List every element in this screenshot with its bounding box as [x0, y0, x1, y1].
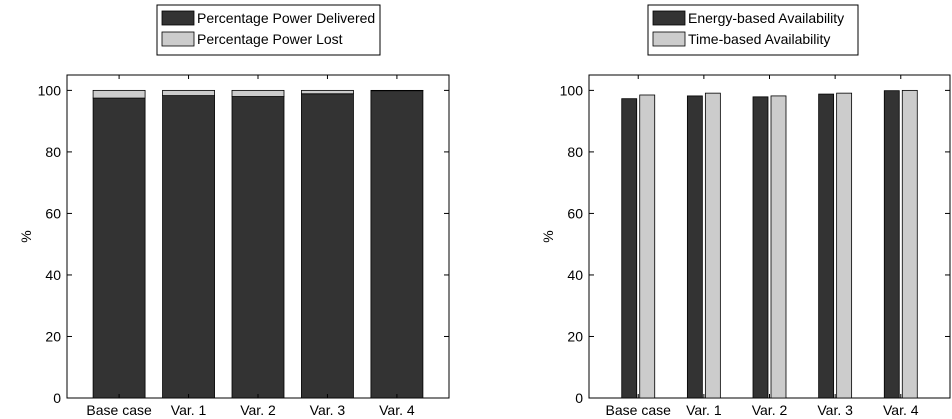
legend-label-2: Percentage Power Lost [197, 31, 343, 47]
legend: Percentage Power Delivered Percentage Pow… [156, 4, 381, 56]
bar-time-5 [901, 89, 918, 399]
bar-delivered-1 [92, 97, 146, 399]
xtick-label-2: Var. 1 [686, 402, 722, 418]
bar-lost-3 [231, 89, 285, 97]
bar-delivered-4 [301, 93, 354, 399]
legend-label-2: Time-based Availability [688, 31, 830, 47]
bar-energy-1 [621, 98, 638, 399]
bar-lost-2 [162, 89, 215, 97]
legend-swatch-2 [161, 31, 195, 47]
bars [621, 89, 918, 399]
ytick-label-20: 20 [567, 328, 583, 344]
xtick-label-3: Var. 2 [240, 402, 276, 418]
bar-energy-4 [818, 93, 835, 399]
ytick-label-100: 100 [560, 82, 584, 98]
ytick-label-60: 60 [45, 205, 61, 221]
bar-delivered-5 [370, 90, 424, 399]
y-axis-label: % [18, 230, 34, 242]
legend-label-1: Percentage Power Delivered [197, 10, 375, 26]
xtick-label-4: Var. 3 [310, 402, 346, 418]
bar-time-1 [639, 94, 656, 399]
ytick-label-80: 80 [567, 144, 583, 160]
ytick-label-80: 80 [45, 144, 61, 160]
ytick-label-20: 20 [45, 328, 61, 344]
ytick-label-0: 0 [575, 390, 583, 406]
bar-time-3 [770, 95, 787, 399]
ytick-label-40: 40 [45, 267, 61, 283]
bar-lost-1 [92, 89, 146, 99]
xtick-label-3: Var. 2 [752, 402, 788, 418]
ytick-label-40: 40 [567, 267, 583, 283]
legend: Energy-based Availability Time-based Avai… [647, 4, 859, 56]
legend-label-1: Energy-based Availability [688, 10, 844, 26]
ytick-label-60: 60 [567, 205, 583, 221]
ytick-label-100: 100 [38, 82, 62, 98]
bars [92, 89, 424, 399]
bar-energy-2 [686, 95, 703, 399]
xtick-label-4: Var. 3 [817, 402, 853, 418]
xtick-label-1: Base case [86, 402, 152, 418]
ytick-label-0: 0 [53, 390, 61, 406]
bar-delivered-2 [162, 95, 215, 399]
legend-swatch-1 [652, 10, 686, 26]
chart-2: 0 20 40 60 80 100 Base case Var. 1 Var. 2 Var. 3 V… [540, 4, 951, 418]
xtick-label-1: Base case [606, 402, 672, 418]
chart-1: 0 20 40 60 80 100 Base case Var. 1 Var. 2 Var. 3 V… [18, 4, 450, 418]
bar-energy-5 [883, 90, 900, 399]
xtick-label-5: Var. 4 [883, 402, 919, 418]
y-axis-label: % [540, 230, 556, 242]
bar-time-2 [704, 92, 721, 399]
legend-swatch-2 [652, 31, 686, 47]
bar-energy-3 [752, 96, 769, 399]
bar-delivered-3 [231, 96, 285, 399]
xtick-label-2: Var. 1 [171, 402, 207, 418]
xtick-label-5: Var. 4 [379, 402, 415, 418]
bar-lost-4 [301, 89, 354, 95]
legend-swatch-1 [161, 10, 195, 26]
bar-time-4 [836, 92, 853, 399]
